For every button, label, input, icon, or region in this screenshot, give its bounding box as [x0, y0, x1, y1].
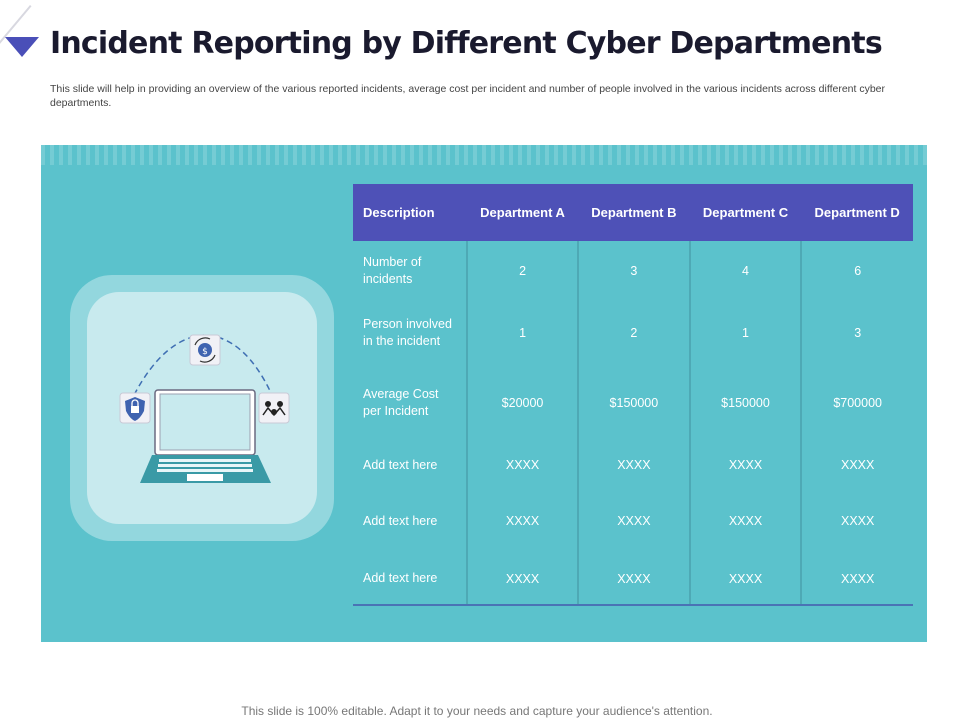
table-cell: 2: [577, 301, 690, 365]
people-network-icon: [258, 392, 290, 424]
table-cell: XXXX: [465, 441, 579, 489]
row-label: Add text here: [353, 553, 467, 606]
column-header-department-d: Department D: [801, 184, 913, 241]
table-row: Number of incidents 2 3 4 6: [353, 241, 913, 301]
table-cell: XXXX: [577, 489, 690, 553]
table-cell: 1: [465, 301, 579, 365]
page-title: Incident Reporting by Different Cyber De…: [50, 26, 883, 61]
table-row: Add text here XXXX XXXX XXXX XXXX: [353, 441, 913, 489]
lock-shield-icon: [119, 392, 151, 424]
table-cell: $20000: [465, 365, 579, 441]
footer-note: This slide is 100% editable. Adapt it to…: [241, 704, 713, 718]
table-header-row: Description Department A Department B De…: [353, 184, 913, 241]
column-header-department-c: Department C: [689, 184, 802, 241]
table-row: Add text here XXXX XXXX XXXX XXXX: [353, 553, 913, 606]
column-header-department-a: Department A: [467, 184, 579, 241]
table-cell: 6: [800, 241, 913, 301]
column-header-department-b: Department B: [578, 184, 690, 241]
table-row: Average Cost per Incident $20000 $150000…: [353, 365, 913, 441]
table-cell: XXXX: [688, 553, 802, 606]
table-cell: XXXX: [577, 441, 690, 489]
illustration-frame: $: [70, 275, 334, 541]
table-cell: XXXX: [800, 489, 913, 553]
column-header-description: Description: [353, 184, 467, 241]
table-cell: XXXX: [465, 553, 579, 606]
row-label: Average Cost per Incident: [363, 387, 439, 418]
table-cell: 2: [465, 241, 579, 301]
table-cell: $700000: [800, 365, 913, 441]
page-subtitle: This slide will help in providing an ove…: [50, 83, 886, 109]
content-panel: $: [41, 145, 927, 642]
table-row: Add text here XXXX XXXX XXXX XXXX: [353, 489, 913, 553]
table-cell: 4: [688, 241, 802, 301]
corner-triangle-icon: [5, 37, 39, 57]
table-cell: 3: [577, 241, 690, 301]
table-cell: $150000: [577, 365, 690, 441]
illustration: $: [119, 334, 290, 483]
row-label: Number of incidents: [363, 255, 422, 286]
laptop-icon: [140, 389, 271, 483]
row-label: Add text here: [363, 457, 438, 472]
table-row: Person involved in the incident 1 2 1 3: [353, 301, 913, 365]
svg-text:$: $: [202, 347, 208, 357]
incident-table: Description Department A Department B De…: [353, 184, 913, 606]
dollar-refresh-icon: $: [189, 334, 221, 366]
table-cell: 3: [800, 301, 913, 365]
table-cell: XXXX: [465, 489, 579, 553]
table-cell: XXXX: [688, 489, 802, 553]
panel-stripe-decoration: [41, 145, 927, 165]
table-cell: XXXX: [800, 553, 913, 606]
table-cell: $150000: [688, 365, 802, 441]
connection-arc: [133, 334, 273, 396]
table-cell: XXXX: [800, 441, 913, 489]
table-cell: XXXX: [577, 553, 690, 606]
table-cell: XXXX: [688, 441, 802, 489]
row-label: Person involved in the incident: [363, 317, 452, 348]
table-cell: 1: [688, 301, 802, 365]
row-label: Add text here: [363, 513, 438, 528]
